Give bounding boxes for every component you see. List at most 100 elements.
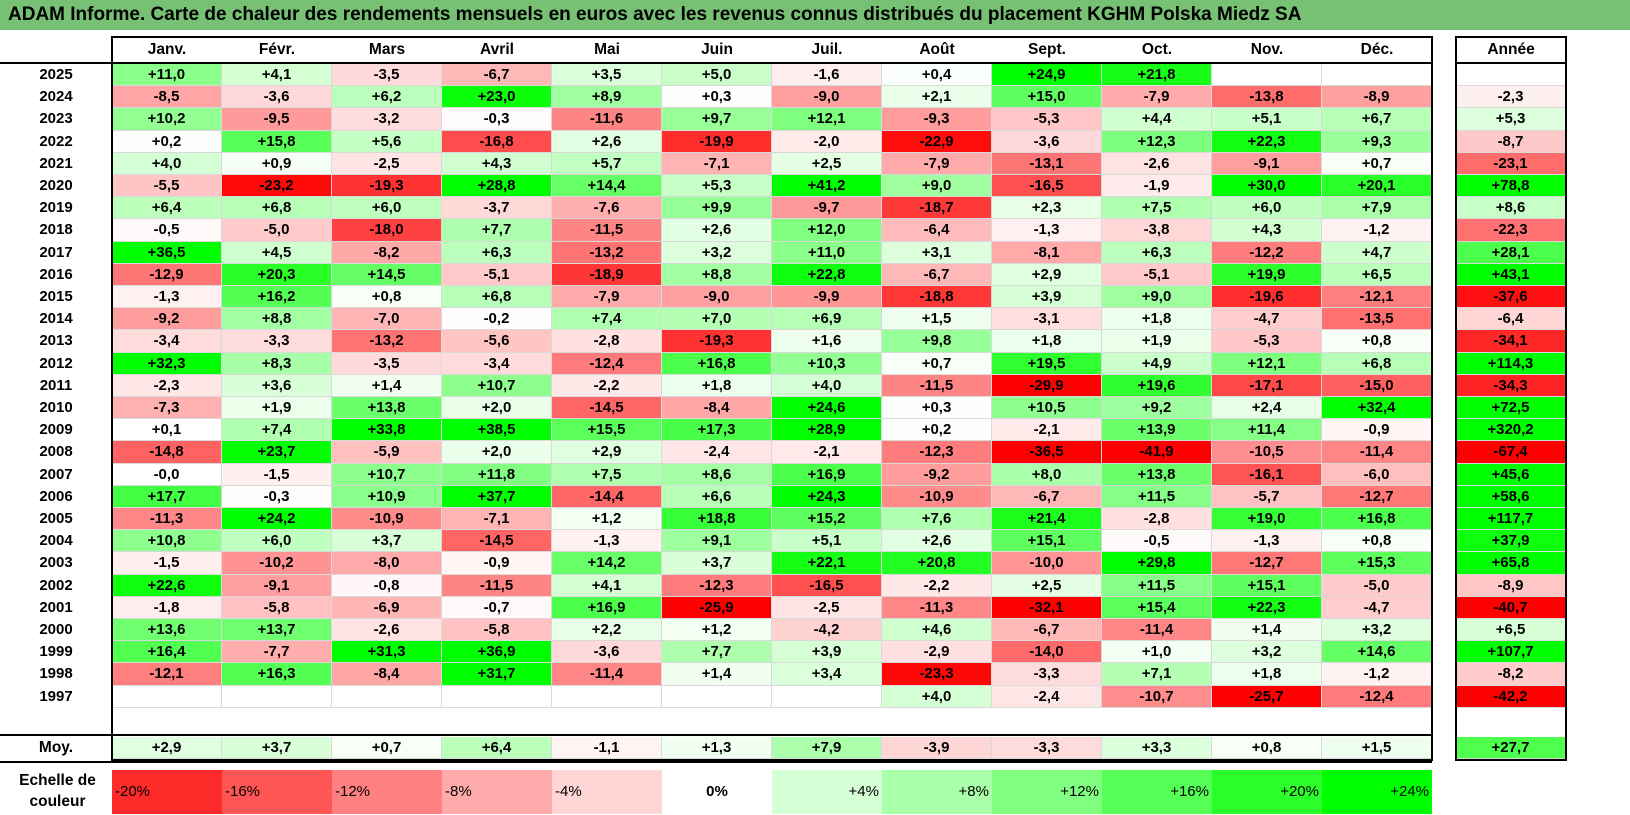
- heatmap-cell: +3,9: [992, 286, 1102, 309]
- heatmap-cell: -3,8: [1102, 219, 1212, 242]
- month-header: Mars: [368, 41, 406, 58]
- heatmap-cell: +4,4: [1102, 108, 1212, 131]
- year-label: 2012: [39, 354, 73, 372]
- heatmap-cell: -11,5: [552, 219, 662, 242]
- heatmap-cell: +32,3: [112, 352, 222, 375]
- heatmap-cell: +12,0: [772, 219, 882, 242]
- heatmap-cell: +10,2: [112, 108, 222, 131]
- annual-cell: +37,9: [1456, 530, 1566, 553]
- color-scale-swatch: 0%: [662, 770, 772, 814]
- average-annual-cell: +27,7: [1456, 737, 1566, 759]
- heatmap-cell: -18,8: [882, 286, 992, 309]
- heatmap-cell: -10,7: [1102, 685, 1212, 708]
- color-scale-label: Echelle de couleur: [19, 772, 96, 810]
- heatmap-cell: +10,9: [332, 485, 442, 508]
- annual-cell: +5,3: [1456, 108, 1566, 131]
- heatmap-cell: -3,6: [552, 641, 662, 664]
- heatmap-cell: +10,3: [772, 352, 882, 375]
- heatmap-cell: -8,9: [1322, 86, 1432, 109]
- heatmap-cell: +3,4: [772, 663, 882, 686]
- heatmap-cell: -2,1: [992, 419, 1102, 442]
- heatmap-cell: -16,5: [772, 574, 882, 597]
- heatmap-cell: +0,8: [332, 286, 442, 309]
- heatmap-cell: -5,5: [112, 175, 222, 198]
- year-label: 2025: [39, 66, 73, 83]
- heatmap-cell: -6,0: [1322, 463, 1432, 486]
- heatmap-cell: +8,9: [552, 86, 662, 109]
- annual-cell: +320,2: [1456, 419, 1566, 442]
- heatmap-cell: -8,5: [112, 86, 222, 109]
- heatmap-cell: +2,4: [1212, 397, 1322, 420]
- heatmap-cell: -5,6: [442, 330, 552, 353]
- heatmap-cell: -0,9: [442, 552, 552, 575]
- heatmap-cell: -19,6: [1212, 286, 1322, 309]
- heatmap-cell: -2,3: [112, 374, 222, 397]
- heatmap-cell: -19,3: [332, 175, 442, 198]
- heatmap-cell: +6,9: [772, 308, 882, 331]
- heatmap-cell: +16,4: [112, 641, 222, 664]
- heatmap-cell: +23,7: [222, 441, 332, 464]
- heatmap-cell: -25,9: [662, 596, 772, 619]
- header-separator: [0, 62, 1432, 64]
- heatmap-cell: +14,2: [552, 552, 662, 575]
- heatmap-cell: +4,0: [772, 374, 882, 397]
- heatmap-cell: -9,7: [772, 197, 882, 220]
- heatmap-cell: +33,8: [332, 419, 442, 442]
- heatmap-cell: -8,4: [332, 663, 442, 686]
- year-label: 1999: [39, 643, 73, 661]
- heatmap-cell: +4,5: [222, 241, 332, 264]
- heatmap-cell: [1212, 64, 1322, 87]
- heatmap-cell: +31,7: [442, 663, 552, 686]
- average-cell: -3,9: [882, 737, 992, 759]
- heatmap-cell: +6,3: [1102, 241, 1212, 264]
- heatmap-cell: -7,9: [552, 286, 662, 309]
- year-label: 2007: [39, 465, 73, 483]
- heatmap-cell: +22,3: [1212, 130, 1322, 153]
- heatmap-cell: -3,3: [222, 330, 332, 353]
- average-separator-bottom: [0, 761, 1432, 763]
- heatmap-cell: -7,9: [1102, 86, 1212, 109]
- heatmap-cell: +6,4: [112, 197, 222, 220]
- heatmap-cell: -7,9: [882, 152, 992, 175]
- heatmap-cell: +1,0: [1102, 641, 1212, 664]
- heatmap-cell: +9,0: [1102, 286, 1212, 309]
- heatmap-cell: -8,4: [662, 397, 772, 420]
- year-label: 1998: [39, 665, 73, 683]
- heatmap-cell: -14,0: [992, 641, 1102, 664]
- annual-cell: -8,2: [1456, 663, 1566, 686]
- heatmap-cell: -5,8: [442, 619, 552, 642]
- heatmap-cell: +5,7: [552, 152, 662, 175]
- annual-cell: -37,6: [1456, 286, 1566, 309]
- color-scale-swatch: +24%: [1322, 770, 1432, 814]
- month-header: Mai: [594, 41, 620, 58]
- heatmap-cell: -5,1: [1102, 263, 1212, 286]
- average-cell: +3,3: [1102, 737, 1212, 759]
- heatmap-cell: +0,7: [882, 352, 992, 375]
- heatmap-cell: -0,3: [442, 108, 552, 131]
- heatmap-cell: +4,3: [442, 152, 552, 175]
- heatmap-cell: +1,4: [332, 374, 442, 397]
- heatmap-cell: -18,0: [332, 219, 442, 242]
- heatmap-cell: +4,9: [1102, 352, 1212, 375]
- heatmap-cell: +37,7: [442, 485, 552, 508]
- annual-cell: +114,3: [1456, 352, 1566, 375]
- heatmap-cell: +9,3: [1322, 130, 1432, 153]
- annual-cell: -8,9: [1456, 574, 1566, 597]
- heatmap-cell: +15,4: [1102, 596, 1212, 619]
- heatmap-cell: +2,0: [442, 441, 552, 464]
- heatmap-cell: +2,5: [772, 152, 882, 175]
- heatmap-cell: -9,2: [882, 463, 992, 486]
- year-label: 2001: [39, 598, 73, 616]
- heatmap-cell: -3,5: [332, 352, 442, 375]
- heatmap-cell: -12,4: [1322, 685, 1432, 708]
- heatmap-cell: -6,7: [442, 64, 552, 87]
- heatmap-cell: +4,0: [112, 152, 222, 175]
- heatmap-cell: +29,8: [1102, 552, 1212, 575]
- heatmap-cell: +3,5: [552, 64, 662, 87]
- heatmap-cell: +2,3: [992, 197, 1102, 220]
- heatmap-cell: -2,8: [1102, 508, 1212, 531]
- year-label: 2024: [39, 88, 73, 106]
- heatmap-cell: [552, 685, 662, 708]
- heatmap-cell: +3,2: [1322, 619, 1432, 642]
- heatmap-cell: +13,8: [332, 397, 442, 420]
